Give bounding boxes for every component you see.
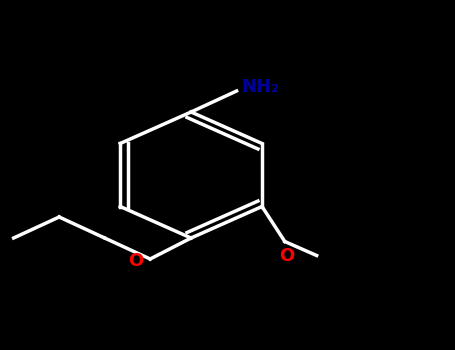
Text: NH₂: NH₂ <box>241 78 279 97</box>
Text: O: O <box>279 247 295 265</box>
Text: O: O <box>128 252 143 270</box>
